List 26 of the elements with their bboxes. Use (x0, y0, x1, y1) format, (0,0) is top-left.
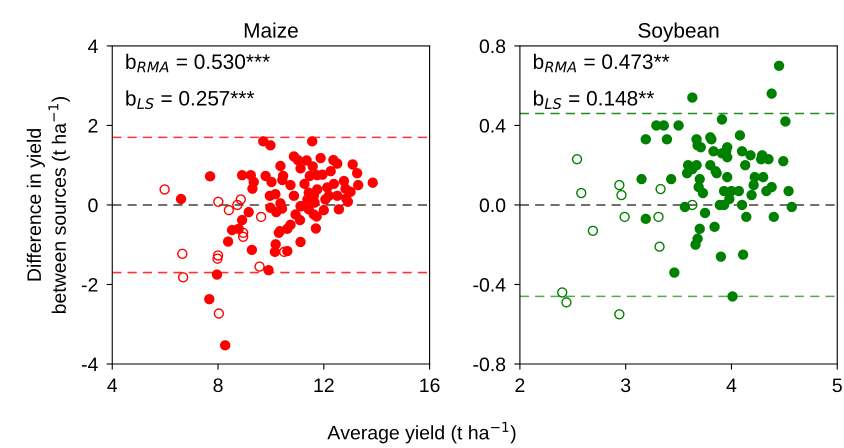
y-axis-title: Difference in yield between sources (t ha$^{−1}$) (26, 96, 70, 314)
x-tick-label: 5 (832, 378, 842, 392)
chart-title: Maize (244, 22, 298, 38)
x-tick-label: 4 (107, 378, 118, 392)
y-tick-label: 0.8 (480, 39, 506, 54)
y-tick-label: 4 (88, 40, 98, 53)
y-tick-label: -4 (82, 358, 98, 372)
x-tick-label: 3 (621, 378, 630, 392)
annotation: b$_{RMA}$ = 0.530*** (126, 54, 270, 72)
y-tick-label: -0.8 (473, 357, 506, 372)
x-tick-label: 4 (726, 378, 736, 392)
chart-title: Soybean (638, 22, 718, 42)
y-tick-label: 0.0 (480, 198, 506, 212)
annotation: b$_{RMA}$ = 0.473** (534, 54, 670, 72)
y-tick-label: 0 (88, 198, 98, 212)
annotation: b$_{LS}$ = 0.148** (534, 90, 654, 110)
y-tick-label: -0.4 (473, 278, 506, 292)
y-tick-label: 0.4 (480, 118, 506, 133)
y-tick-label: 2 (88, 118, 98, 132)
x-tick-label: 12 (314, 378, 334, 392)
x-tick-label: 16 (420, 378, 440, 392)
x-tick-label: 8 (213, 378, 223, 392)
x-axis-title: Average yield (t ha$^{−1}$) (327, 422, 516, 444)
annotation: b$_{LS}$ = 0.257*** (126, 90, 254, 110)
x-tick-label: 2 (515, 378, 524, 392)
y-tick-label: -2 (82, 278, 98, 292)
